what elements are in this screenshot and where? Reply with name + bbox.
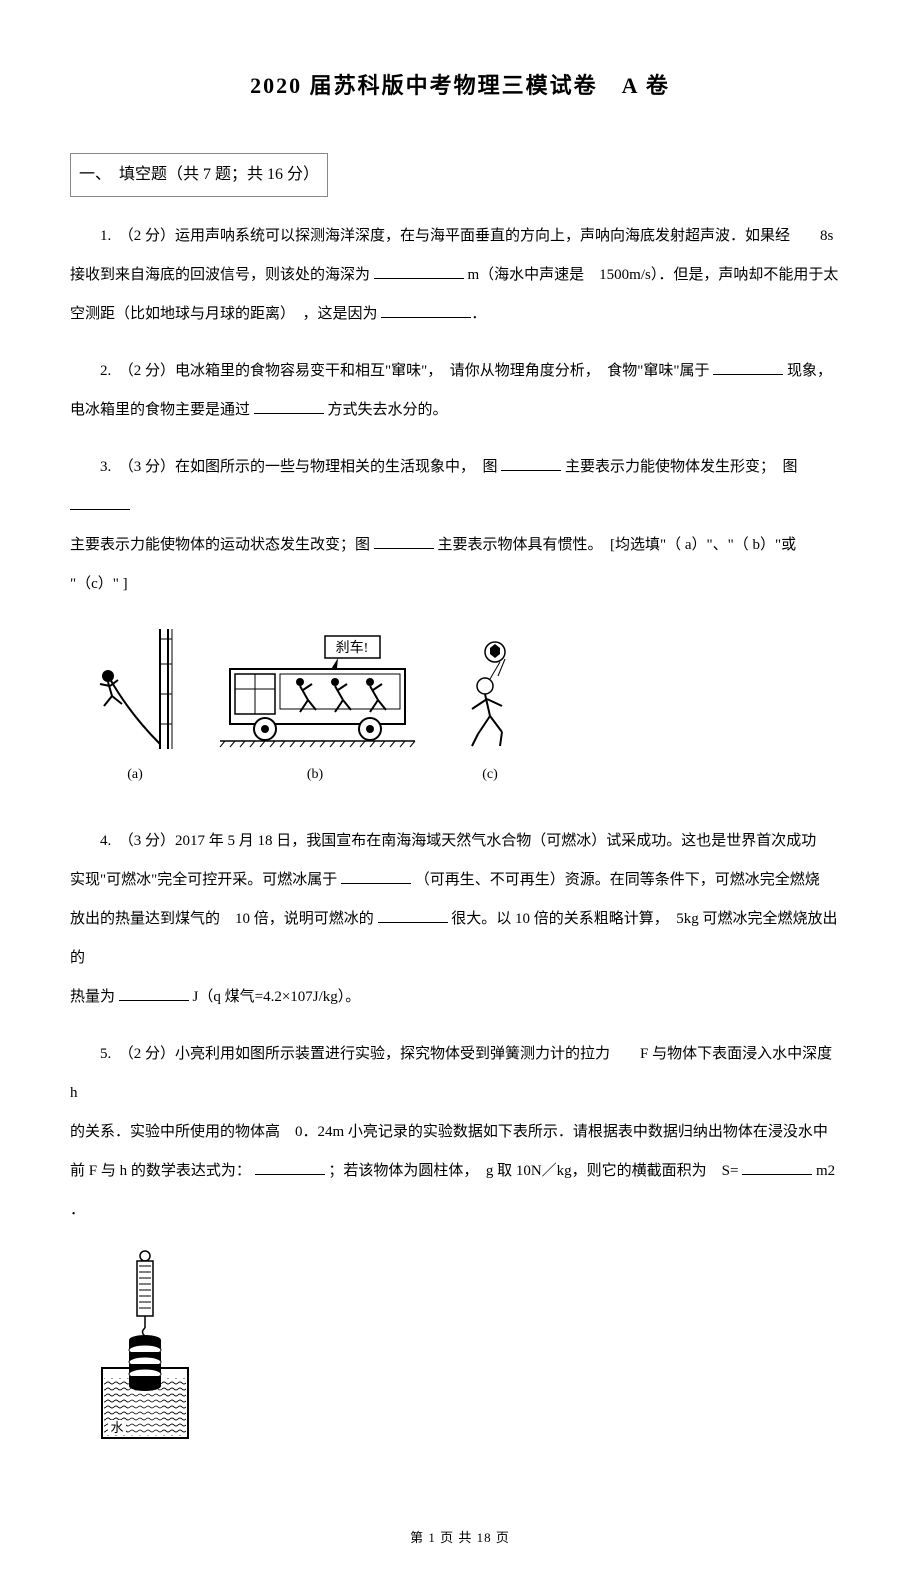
spring-scale-apparatus-icon: 水 xyxy=(90,1248,200,1448)
q5-text-c: 前 F 与 h 的数学表达式为： xyxy=(70,1163,251,1179)
q3-num: 3. （3 分） xyxy=(100,459,175,475)
q3-text-c: "（c）" ] xyxy=(70,576,128,592)
page-title: 2020 届苏科版中考物理三模试卷 A 卷 xyxy=(70,60,850,113)
q2-num: 2. （2 分） xyxy=(100,363,175,379)
figure-c-label: (c) xyxy=(482,758,498,792)
q1-text-c: 空测距（比如地球与月球的距离） ，这是因为 xyxy=(70,306,378,322)
q3-text-a: 在如图所示的一些与物理相关的生活现象中， 图 xyxy=(175,459,498,475)
q4-text-b: 实现"可燃冰"完全可控开采。可燃冰属于 xyxy=(70,872,337,888)
q1-num: 1. （2 分） xyxy=(100,228,175,244)
bus-braking-icon: 刹车! xyxy=(210,634,420,754)
blank-fill xyxy=(374,534,434,549)
blank-fill xyxy=(254,399,324,414)
q2-text-b: 电冰箱里的食物主要是通过 xyxy=(70,402,250,418)
blank-fill xyxy=(119,986,189,1001)
blank-fill xyxy=(381,303,471,318)
q4-text-a: 2017 年 5 月 18 日，我国宣布在南海海域天然气水合物（可燃冰）试采成功… xyxy=(175,833,816,849)
figure-c: (c) xyxy=(450,634,530,792)
q3-tail-a: 主要表示力能使物体发生形变； 图 xyxy=(565,459,798,475)
q2-tail-a: 现象， xyxy=(787,363,832,379)
q5-text-b: 的关系．实验中所使用的物体高 0．24m 小亮记录的实验数据如下表所示．请根据表… xyxy=(70,1124,828,1140)
header-ball-icon xyxy=(450,634,530,754)
blank-fill xyxy=(70,495,130,510)
q5-text-a: 小亮利用如图所示装置进行实验，探究物体受到弹簧测力计的拉力 F 与物体下表面浸入… xyxy=(70,1046,847,1101)
q1-text-a: 运用声呐系统可以探测海洋深度，在与海平面垂直的方向上，声呐向海底发射超声波．如果… xyxy=(175,228,833,244)
figure-a: (a) xyxy=(90,624,180,792)
q3-tail-b: 主要表示物体具有惯性。 [均选填"（ a）"、"（ b）"或 xyxy=(438,537,797,553)
question-4: 4. （3 分）2017 年 5 月 18 日，我国宣布在南海海域天然气水合物（… xyxy=(70,822,850,1017)
q4-text-d: 热量为 xyxy=(70,989,115,1005)
q1-unit-b: m（海水中声速是 1500m/s）．但是，声呐却不能用于太 xyxy=(468,267,839,283)
blank-fill xyxy=(713,360,783,375)
q5-num: 5. （2 分） xyxy=(100,1046,175,1062)
q3-figures: (a) 刹车! xyxy=(90,624,850,792)
q2-tail-b: 方式失去水分的。 xyxy=(328,402,448,418)
blank-fill xyxy=(374,264,464,279)
q4-text-c: 放出的热量达到煤气的 10 倍，说明可燃冰的 xyxy=(70,911,374,927)
figure-b-label: (b) xyxy=(307,758,323,792)
q2-text-a: 电冰箱里的食物容易变干和相互"窜味"， 请你从物理角度分析， 食物"窜味"属于 xyxy=(175,363,710,379)
figure-a-label: (a) xyxy=(127,758,143,792)
q5-apparatus: 水 xyxy=(90,1248,850,1462)
figure-b: 刹车! xyxy=(210,634,420,792)
page-footer: 第 1 页 共 18 页 xyxy=(70,1522,850,1553)
question-5: 5. （2 分）小亮利用如图所示装置进行实验，探究物体受到弹簧测力计的拉力 F … xyxy=(70,1035,850,1230)
question-3: 3. （3 分）在如图所示的一些与物理相关的生活现象中， 图 主要表示力能使物体… xyxy=(70,448,850,604)
q4-num: 4. （3 分） xyxy=(100,833,175,849)
blank-fill xyxy=(341,869,411,884)
q3-text-b: 主要表示力能使物体的运动状态发生改变；图 xyxy=(70,537,370,553)
svg-text:水: 水 xyxy=(110,1420,123,1435)
blank-fill xyxy=(255,1160,325,1175)
question-1: 1. （2 分）运用声呐系统可以探测海洋深度，在与海平面垂直的方向上，声呐向海底… xyxy=(70,217,850,334)
section-header: 一、 填空题（共 7 题；共 16 分） xyxy=(70,153,328,197)
blank-fill xyxy=(501,456,561,471)
q4-tail-b: （可再生、不可再生）资源。在同等条件下，可燃冰完全燃烧 xyxy=(415,872,820,888)
blank-fill xyxy=(742,1160,812,1175)
pole-vault-icon xyxy=(90,624,180,754)
question-2: 2. （2 分）电冰箱里的食物容易变干和相互"窜味"， 请你从物理角度分析， 食… xyxy=(70,352,850,430)
q1-text-b: 接收到来自海底的回波信号，则该处的海深为 xyxy=(70,267,370,283)
q4-tail-d: J（q 煤气=4.2×107J/kg）。 xyxy=(193,989,361,1005)
blank-fill xyxy=(378,908,448,923)
q5-tail-c: ；若该物体为圆柱体， g 取 10N／kg，则它的横截面积为 S= xyxy=(328,1163,738,1179)
svg-text:刹车!: 刹车! xyxy=(336,639,369,656)
